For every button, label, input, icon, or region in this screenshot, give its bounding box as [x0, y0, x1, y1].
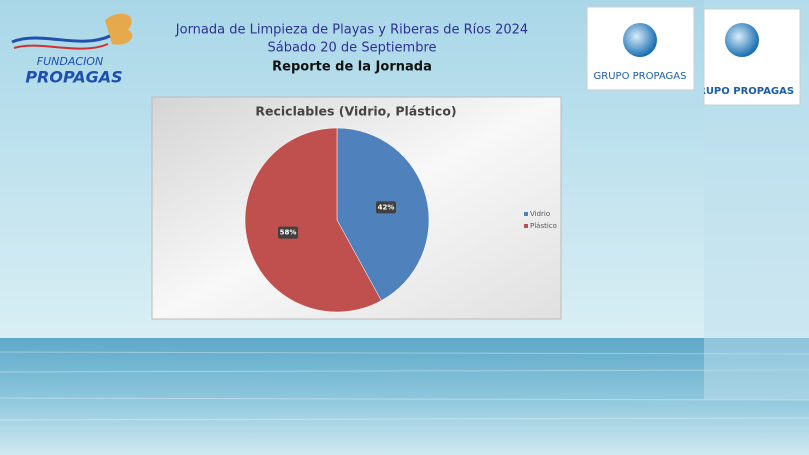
legend-entry: Vidrio: [530, 210, 550, 218]
header-line: Jornada de Limpieza de Playas y Riberas …: [175, 23, 528, 38]
data-label: 42%: [378, 203, 395, 211]
label-bg: [376, 201, 397, 214]
logo-drop: [725, 23, 759, 57]
data-label: 58%: [280, 229, 297, 237]
chart-title: Reciclables (Vidrio, Plástico): [255, 104, 456, 119]
pie-slice: [244, 127, 382, 313]
legend-swatch: [524, 224, 528, 228]
sea: [0, 338, 809, 455]
logo-text: PROPAGAS: [25, 68, 122, 87]
waves: [0, 351, 809, 421]
header-line: Sábado 20 de Septiembre: [267, 41, 436, 56]
butterfly-logo: [105, 13, 133, 45]
logo-swoosh: [13, 43, 109, 50]
legend-entry: Plástico: [530, 222, 557, 230]
header-line: Reporte de la Jornada: [272, 60, 432, 75]
logo-drop: [623, 23, 657, 57]
legend-swatch: [524, 212, 528, 216]
logo-text: GRUPO PROPAGAS: [690, 86, 794, 97]
pie-slice: [336, 127, 430, 301]
logo-swoosh: [11, 34, 111, 44]
logo-text: FUNDACION: [37, 55, 103, 68]
logo-box: [703, 8, 801, 106]
logo-text: GRUPO PROPAGAS: [594, 71, 687, 82]
label-bg: [277, 226, 298, 239]
